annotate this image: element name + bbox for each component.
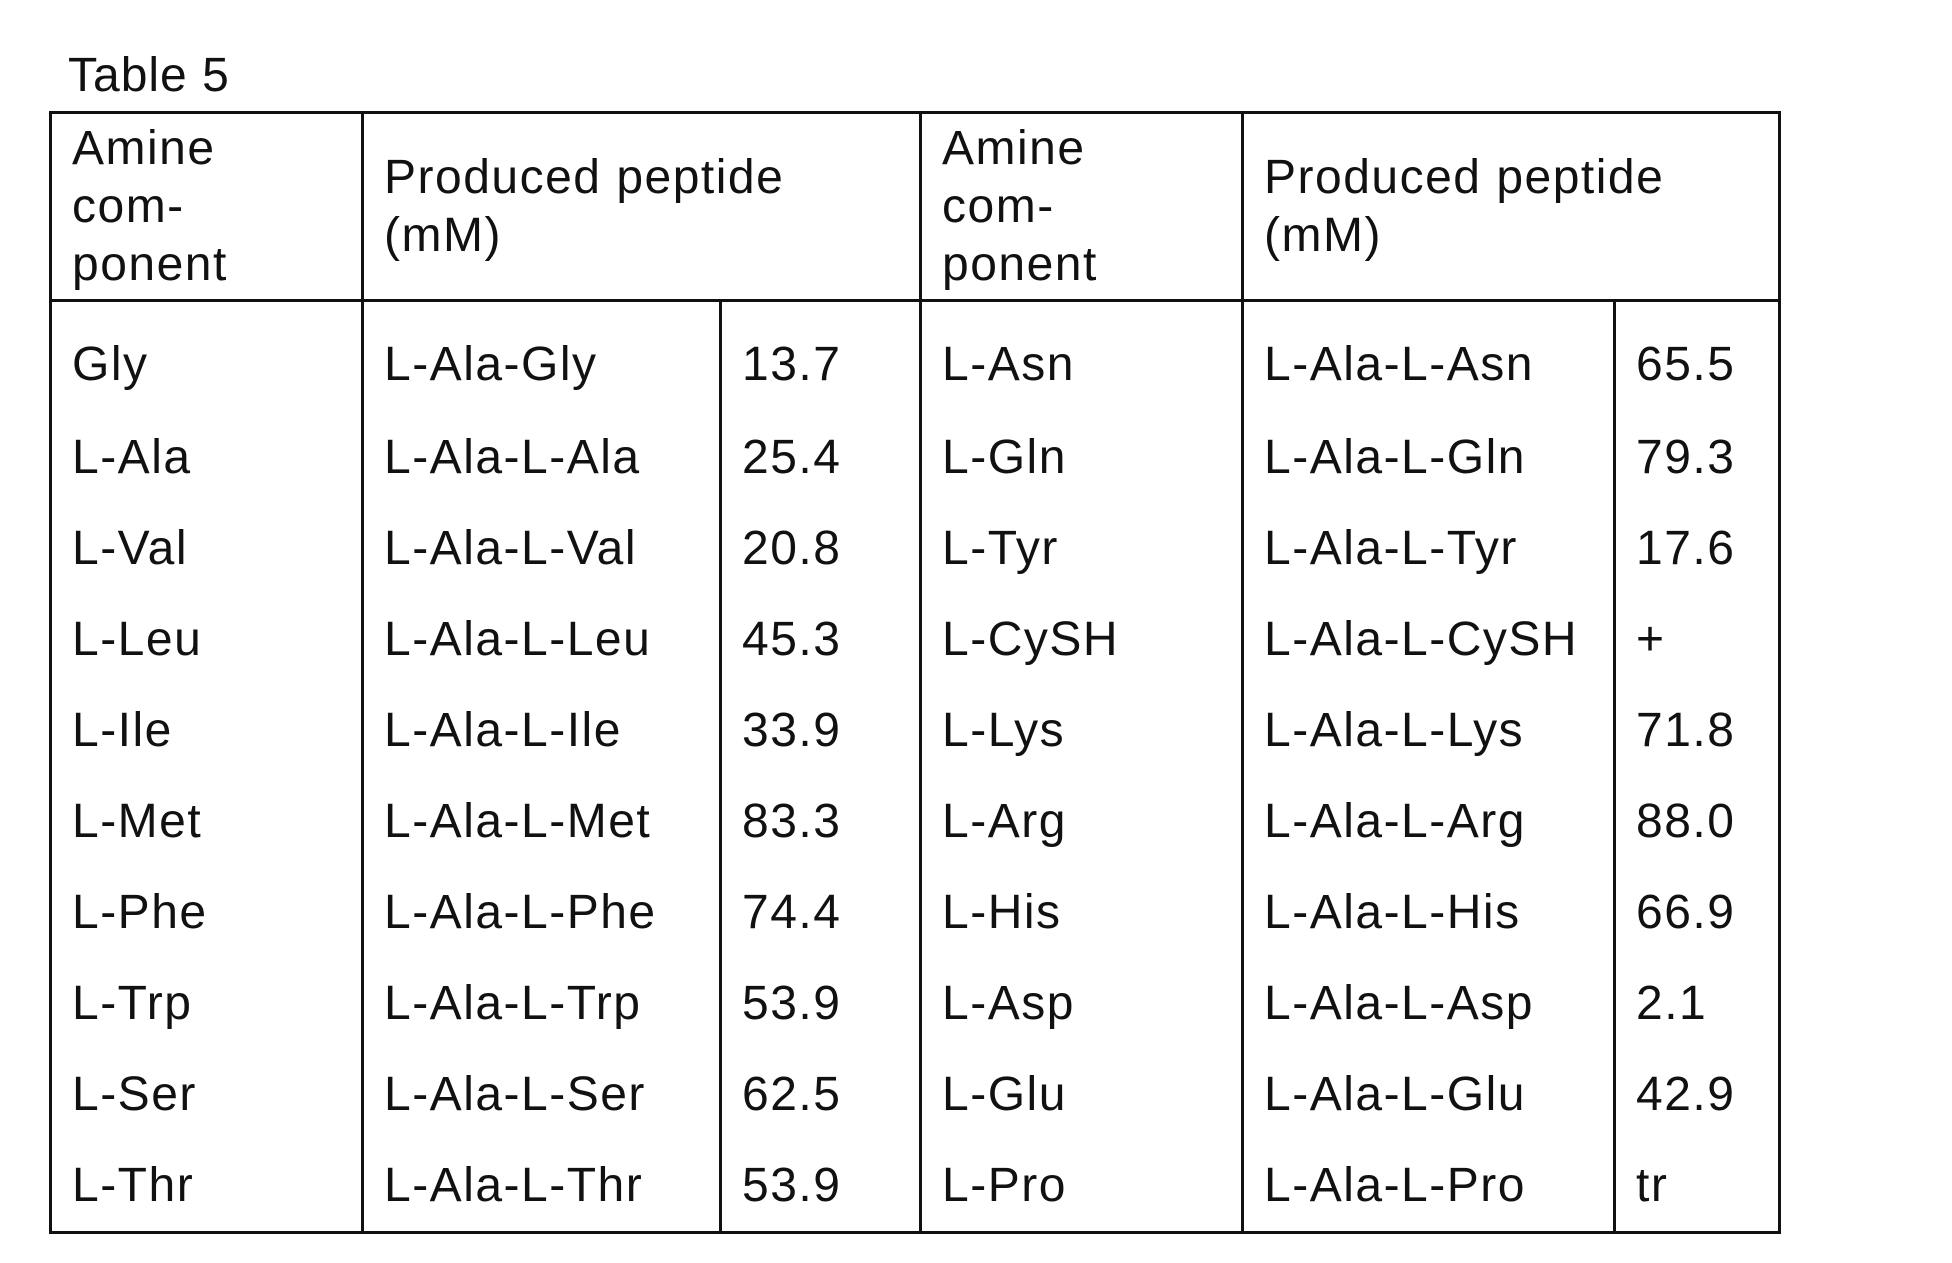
right-value-cell: + [1615, 594, 1780, 685]
right-amine-cell: L-Glu [921, 1049, 1243, 1140]
right-amine-cell: L-Arg [921, 776, 1243, 867]
left-value-cell: 83.3 [721, 776, 921, 867]
left-peptide-cell: L-Ala-Gly [363, 301, 721, 413]
header-peptide-right: Produced peptide (mM) [1243, 113, 1780, 301]
left-peptide-cell: L-Ala-L-Ile [363, 685, 721, 776]
peptide-table: Amine com- ponent Produced peptide (mM) … [49, 111, 1781, 1234]
left-peptide-cell: L-Ala-L-Val [363, 503, 721, 594]
left-peptide-cell: L-Ala-L-Thr [363, 1140, 721, 1233]
table-row: L-AlaL-Ala-L-Ala25.4L-GlnL-Ala-L-Gln79.3 [51, 412, 1780, 503]
left-peptide-cell: L-Ala-L-Phe [363, 867, 721, 958]
right-value-cell: 71.8 [1615, 685, 1780, 776]
right-value-cell: 79.3 [1615, 412, 1780, 503]
right-peptide-cell: L-Ala-L-Pro [1243, 1140, 1615, 1233]
right-value-cell: 2.1 [1615, 958, 1780, 1049]
table-row: L-PheL-Ala-L-Phe74.4L-HisL-Ala-L-His66.9 [51, 867, 1780, 958]
table-row: L-SerL-Ala-L-Ser62.5L-GluL-Ala-L-Glu42.9 [51, 1049, 1780, 1140]
left-value-cell: 53.9 [721, 958, 921, 1049]
right-peptide-cell: L-Ala-L-Tyr [1243, 503, 1615, 594]
left-amine-cell: L-Met [51, 776, 363, 867]
left-peptide-cell: L-Ala-L-Ser [363, 1049, 721, 1140]
right-amine-cell: L-Tyr [921, 503, 1243, 594]
left-peptide-cell: L-Ala-L-Ala [363, 412, 721, 503]
right-peptide-cell: L-Ala-L-CySH [1243, 594, 1615, 685]
left-value-cell: 13.7 [721, 301, 921, 413]
right-peptide-cell: L-Ala-L-Lys [1243, 685, 1615, 776]
left-peptide-cell: L-Ala-L-Met [363, 776, 721, 867]
left-amine-cell: L-Ile [51, 685, 363, 776]
right-peptide-cell: L-Ala-L-Asn [1243, 301, 1615, 413]
header-amine-left: Amine com- ponent [51, 113, 363, 301]
right-peptide-cell: L-Ala-L-Glu [1243, 1049, 1615, 1140]
right-value-cell: 66.9 [1615, 867, 1780, 958]
right-value-cell: tr [1615, 1140, 1780, 1233]
right-amine-cell: L-Asp [921, 958, 1243, 1049]
table-caption: Table 5 [68, 46, 230, 106]
right-value-cell: 65.5 [1615, 301, 1780, 413]
left-peptide-cell: L-Ala-L-Leu [363, 594, 721, 685]
header-row: Amine com- ponent Produced peptide (mM) … [51, 113, 1780, 301]
left-amine-cell: L-Trp [51, 958, 363, 1049]
right-amine-cell: L-Gln [921, 412, 1243, 503]
right-peptide-cell: L-Ala-L-Arg [1243, 776, 1615, 867]
right-peptide-cell: L-Ala-L-Gln [1243, 412, 1615, 503]
table-row: GlyL-Ala-Gly13.7L-AsnL-Ala-L-Asn65.5 [51, 301, 1780, 413]
left-value-cell: 33.9 [721, 685, 921, 776]
left-amine-cell: L-Val [51, 503, 363, 594]
table-row: L-LeuL-Ala-L-Leu45.3L-CySHL-Ala-L-CySH+ [51, 594, 1780, 685]
left-amine-cell: L-Ser [51, 1049, 363, 1140]
left-amine-cell: L-Ala [51, 412, 363, 503]
table-row: L-TrpL-Ala-L-Trp53.9L-AspL-Ala-L-Asp2.1 [51, 958, 1780, 1049]
right-value-cell: 42.9 [1615, 1049, 1780, 1140]
left-amine-cell: L-Phe [51, 867, 363, 958]
right-amine-cell: L-Pro [921, 1140, 1243, 1233]
table-row: L-ValL-Ala-L-Val20.8L-TyrL-Ala-L-Tyr17.6 [51, 503, 1780, 594]
left-value-cell: 25.4 [721, 412, 921, 503]
table-row: L-ThrL-Ala-L-Thr53.9L-ProL-Ala-L-Protr [51, 1140, 1780, 1233]
right-peptide-cell: L-Ala-L-Asp [1243, 958, 1615, 1049]
header-peptide-left: Produced peptide (mM) [363, 113, 921, 301]
left-value-cell: 62.5 [721, 1049, 921, 1140]
right-value-cell: 17.6 [1615, 503, 1780, 594]
right-amine-cell: L-CySH [921, 594, 1243, 685]
left-value-cell: 20.8 [721, 503, 921, 594]
right-peptide-cell: L-Ala-L-His [1243, 867, 1615, 958]
left-amine-cell: L-Leu [51, 594, 363, 685]
right-amine-cell: L-Lys [921, 685, 1243, 776]
table-row: L-IleL-Ala-L-Ile33.9L-LysL-Ala-L-Lys71.8 [51, 685, 1780, 776]
right-amine-cell: L-His [921, 867, 1243, 958]
right-amine-cell: L-Asn [921, 301, 1243, 413]
left-peptide-cell: L-Ala-L-Trp [363, 958, 721, 1049]
left-amine-cell: Gly [51, 301, 363, 413]
table-body: GlyL-Ala-Gly13.7L-AsnL-Ala-L-Asn65.5L-Al… [51, 301, 1780, 1233]
left-value-cell: 74.4 [721, 867, 921, 958]
header-amine-right: Amine com- ponent [921, 113, 1243, 301]
table-row: L-MetL-Ala-L-Met83.3L-ArgL-Ala-L-Arg88.0 [51, 776, 1780, 867]
left-value-cell: 53.9 [721, 1140, 921, 1233]
left-amine-cell: L-Thr [51, 1140, 363, 1233]
left-value-cell: 45.3 [721, 594, 921, 685]
right-value-cell: 88.0 [1615, 776, 1780, 867]
